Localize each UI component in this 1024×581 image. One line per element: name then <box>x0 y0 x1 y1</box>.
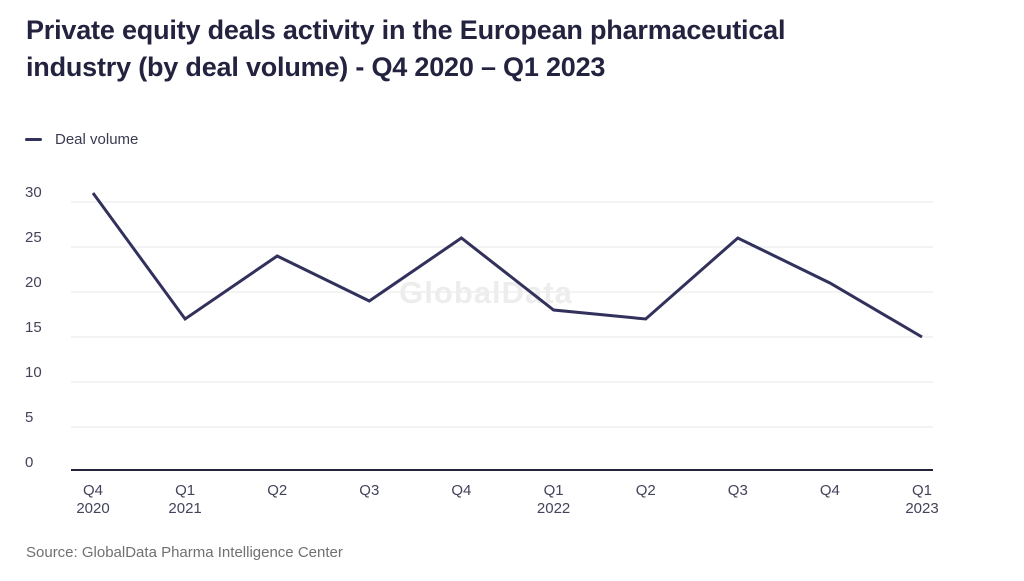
x-axis-tick-quarter-label: Q4 <box>451 482 471 499</box>
x-axis-tick-quarter-label: Q2 <box>636 482 656 499</box>
y-axis-tick-label: 0 <box>25 454 33 471</box>
y-axis-tick-label: 15 <box>25 319 42 336</box>
x-axis-tick-quarter-label: Q2 <box>267 482 287 499</box>
x-axis-tick-year-label: 2021 <box>168 500 201 517</box>
legend-line-marker-icon <box>25 138 42 141</box>
x-axis-tick-year-label: 2020 <box>76 500 109 517</box>
x-axis-tick-quarter-label: Q3 <box>359 482 379 499</box>
source-note: Source: GlobalData Pharma Intelligence C… <box>26 544 343 561</box>
globaldata-watermark: GlobalData <box>399 275 573 310</box>
x-axis-tick-year-label: 2023 <box>905 500 938 517</box>
x-axis-tick-quarter-label: Q1 <box>544 482 564 499</box>
y-axis-tick-label: 10 <box>25 364 42 381</box>
y-axis-tick-label: 5 <box>25 409 33 426</box>
x-axis-tick-quarter-label: Q1 <box>912 482 932 499</box>
y-axis-tick-label: 25 <box>25 229 42 246</box>
y-axis-tick-label: 20 <box>25 274 42 291</box>
x-axis-tick-quarter-label: Q4 <box>83 482 103 499</box>
y-axis-tick-label: 30 <box>25 184 42 201</box>
x-axis-tick-quarter-label: Q3 <box>728 482 748 499</box>
legend-label: Deal volume <box>55 131 139 148</box>
x-axis-tick-year-label: 2022 <box>537 500 570 517</box>
chart-title: Private equity deals activity in the Eur… <box>26 15 786 82</box>
legend-item-deal-volume[interactable]: Deal volume <box>25 131 138 148</box>
x-axis-tick-quarter-label: Q4 <box>820 482 840 499</box>
deal-volume-line <box>91 192 923 339</box>
x-axis-tick-quarter-label: Q1 <box>175 482 195 499</box>
